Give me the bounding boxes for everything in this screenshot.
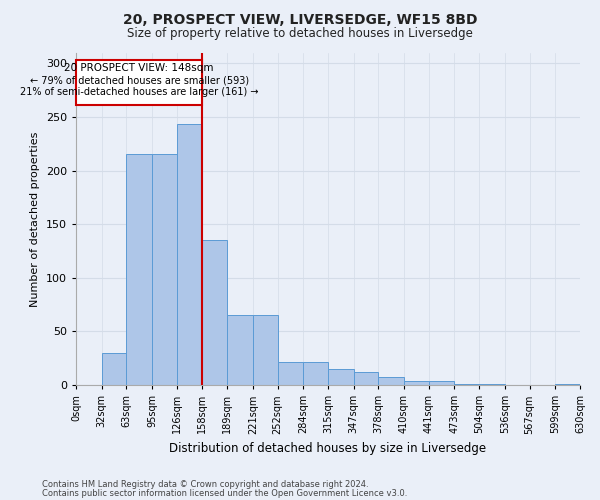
Text: Contains public sector information licensed under the Open Government Licence v3: Contains public sector information licen…	[42, 490, 407, 498]
Bar	[404, 381, 429, 385]
Bar	[177, 124, 202, 385]
Bar	[253, 316, 278, 385]
Bar	[479, 384, 505, 385]
Text: Size of property relative to detached houses in Liversedge: Size of property relative to detached ho…	[127, 28, 473, 40]
Bar	[101, 353, 127, 385]
Bar	[555, 384, 580, 385]
Bar	[379, 376, 404, 385]
Bar	[303, 362, 328, 385]
Bar	[227, 316, 253, 385]
Bar	[152, 154, 177, 385]
Bar	[353, 372, 379, 385]
Y-axis label: Number of detached properties: Number of detached properties	[30, 131, 40, 306]
X-axis label: Distribution of detached houses by size in Liversedge: Distribution of detached houses by size …	[169, 442, 487, 455]
FancyBboxPatch shape	[76, 60, 202, 105]
Bar	[202, 240, 227, 385]
Bar	[429, 381, 454, 385]
Text: ← 79% of detached houses are smaller (593): ← 79% of detached houses are smaller (59…	[29, 75, 249, 85]
Bar	[127, 154, 152, 385]
Text: Contains HM Land Registry data © Crown copyright and database right 2024.: Contains HM Land Registry data © Crown c…	[42, 480, 368, 489]
Text: 21% of semi-detached houses are larger (161) →: 21% of semi-detached houses are larger (…	[20, 87, 259, 97]
Bar	[278, 362, 303, 385]
Text: 20, PROSPECT VIEW, LIVERSEDGE, WF15 8BD: 20, PROSPECT VIEW, LIVERSEDGE, WF15 8BD	[123, 12, 477, 26]
Text: 20 PROSPECT VIEW: 148sqm: 20 PROSPECT VIEW: 148sqm	[64, 63, 214, 73]
Bar	[328, 369, 353, 385]
Bar	[454, 384, 479, 385]
